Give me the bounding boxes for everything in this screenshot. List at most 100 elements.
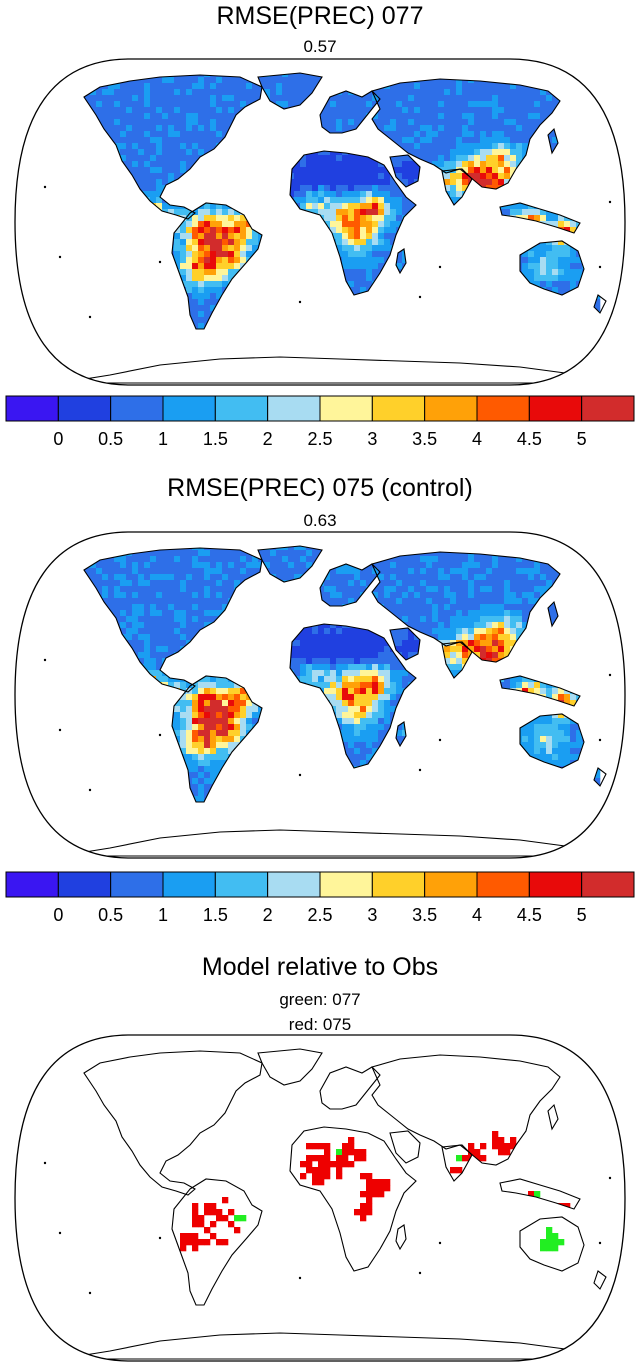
- colorbar-1-label: 0.5: [98, 429, 123, 449]
- colorbar-2-swatch: [267, 871, 321, 898]
- colorbar-1-label: 4: [472, 429, 482, 449]
- colorbar-1-swatch: [319, 395, 373, 422]
- map-1-subtitle: 0.57: [303, 37, 337, 56]
- colorbar-2-label: 2: [263, 905, 273, 925]
- coastline-antarctica: [59, 1332, 601, 1360]
- island-dot: [88, 315, 92, 319]
- island-dot: [418, 1271, 422, 1275]
- map-1-coastlines: [43, 72, 612, 384]
- colorbar-1-swatch: [371, 395, 426, 422]
- coastline-madagascar: [395, 1224, 407, 1251]
- colorbar-2-swatch: [162, 871, 216, 898]
- island-dot: [43, 185, 47, 189]
- colorbar-2-label: 0: [53, 905, 63, 925]
- island-dot: [43, 658, 47, 662]
- colorbar-2-swatch: [528, 871, 583, 898]
- coastline-australia: [519, 713, 585, 769]
- map-1-rmse-077: [14, 58, 626, 386]
- map-3-title: Model relative to Obs: [201, 953, 439, 981]
- coastline-southAmerica: [171, 202, 263, 330]
- coastline-india: [441, 641, 473, 679]
- island-dot: [158, 260, 162, 264]
- coastline-europe: [319, 90, 381, 134]
- colorbar-2-label: 3: [367, 905, 377, 925]
- colorbar-1-label: 3.5: [412, 429, 437, 449]
- island-dot: [158, 1236, 162, 1240]
- island-dot: [418, 768, 422, 772]
- coastline-newZealand: [593, 767, 607, 787]
- map-2-coastlines: [43, 545, 612, 857]
- map-3-model-vs-obs: [14, 1034, 626, 1362]
- island-dot: [598, 738, 602, 742]
- map-3-frame: [14, 1034, 626, 1362]
- coastline-madagascar: [395, 248, 407, 275]
- island-dot: [438, 738, 442, 742]
- coastline-antarctica: [59, 829, 601, 857]
- colorbar-2-label: 2.5: [307, 905, 332, 925]
- coastline-northAmerica: [83, 1050, 263, 1196]
- coastline-africa: [289, 150, 417, 296]
- map-3-legend-red: red: 075: [288, 1015, 352, 1034]
- island-dot: [438, 1241, 442, 1245]
- coastline-japan: [547, 1103, 559, 1131]
- colorbar-2-label: 3.5: [412, 905, 437, 925]
- colorbar-1-swatch: [214, 395, 269, 422]
- colorbar-2-swatch: [214, 871, 269, 898]
- colorbar-2-swatch: [476, 871, 530, 898]
- colorbar-2-label: 5: [577, 905, 587, 925]
- colorbar-1-swatch: [424, 395, 478, 422]
- island-dot: [438, 265, 442, 269]
- colorbar-1-swatch: [57, 395, 112, 422]
- coastline-seAsiaIslands: [499, 675, 581, 707]
- colorbar-1-swatch: [267, 395, 321, 422]
- map-3-legend-green: green: 077: [279, 990, 361, 1009]
- coastline-india: [441, 168, 473, 206]
- island-dot: [298, 1276, 302, 1280]
- island-dot: [43, 1161, 47, 1165]
- colorbar-1-label: 2.5: [307, 429, 332, 449]
- map-2-frame: [14, 531, 626, 859]
- map-1-frame: [14, 58, 626, 386]
- colorbar-1-label: 1: [158, 429, 168, 449]
- coastline-australia: [519, 240, 585, 296]
- coastline-seAsiaIslands: [499, 202, 581, 234]
- island-dot: [418, 295, 422, 299]
- colorbar-1-label: 1.5: [203, 429, 228, 449]
- coastline-northAmerica: [83, 547, 263, 693]
- coastline-antarctica: [59, 356, 601, 384]
- colorbar-2-label: 1: [158, 905, 168, 925]
- colorbar-1-label: 2: [263, 429, 273, 449]
- colorbar-2-swatch: [424, 871, 478, 898]
- island-dot: [298, 773, 302, 777]
- colorbar-2-swatch: [371, 871, 426, 898]
- colorbar-2-swatch: [110, 871, 164, 898]
- colorbar-1-label: 3: [367, 429, 377, 449]
- colorbar-1-label: 5: [577, 429, 587, 449]
- coastline-greenland: [257, 1048, 323, 1086]
- coastline-southAmerica: [171, 675, 263, 803]
- colorbar-2: 0 0.5 1 1.5 2 2.5 3 3.5 4 4.5 5: [5, 871, 635, 925]
- island-dot: [158, 733, 162, 737]
- coastline-australia: [519, 1216, 585, 1272]
- coastline-japan: [547, 600, 559, 628]
- map-2-subtitle: 0.63: [303, 511, 337, 530]
- island-dot: [58, 728, 62, 732]
- colorbar-1-swatch: [528, 395, 583, 422]
- coastline-africa: [289, 623, 417, 769]
- coastline-northAmerica: [83, 74, 263, 220]
- colorbar-1-swatch: [110, 395, 164, 422]
- colorbar-2-label: 0.5: [98, 905, 123, 925]
- colorbar-2-label: 4.5: [517, 905, 542, 925]
- island-dot: [88, 788, 92, 792]
- coastline-newZealand: [593, 1270, 607, 1290]
- colorbar-1-swatch: [162, 395, 216, 422]
- colorbar-1-label: 4.5: [517, 429, 542, 449]
- coastline-southAmerica: [171, 1178, 263, 1306]
- island-dot: [88, 1291, 92, 1295]
- island-dot: [598, 265, 602, 269]
- map-2-rmse-075-control: [14, 531, 626, 859]
- colorbar-2-swatch: [57, 871, 112, 898]
- colorbar-1: 0 0.5 1 1.5 2 2.5 3 3.5 4 4.5 5: [5, 395, 635, 449]
- island-dot: [58, 1231, 62, 1235]
- colorbar-1-label: 0: [53, 429, 63, 449]
